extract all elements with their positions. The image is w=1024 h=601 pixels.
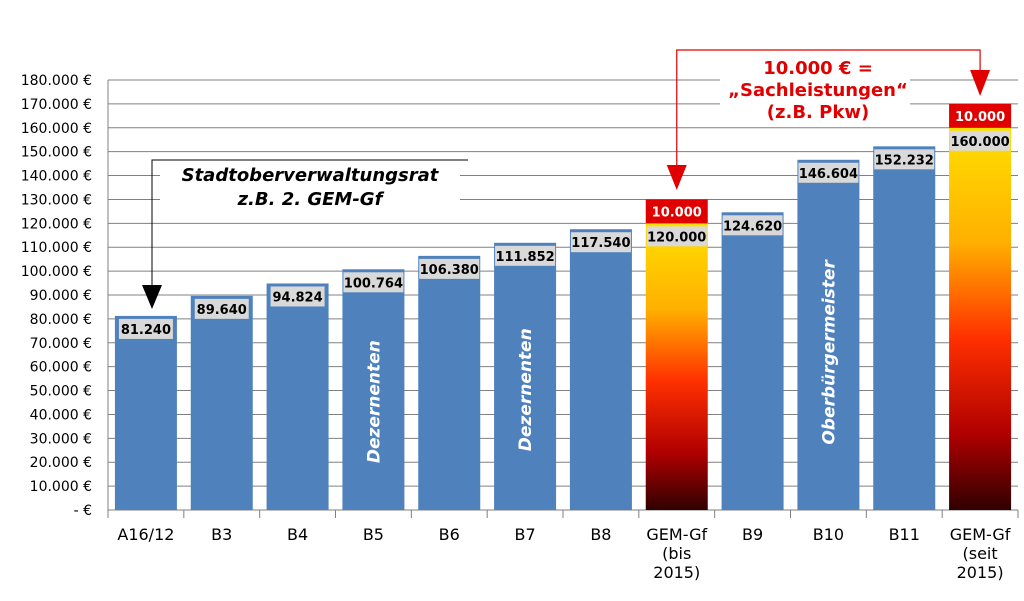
value-label: 111.852	[495, 250, 554, 265]
bar	[797, 159, 860, 510]
y-tick-label: 60.000 €	[30, 360, 92, 376]
y-tick-label: 170.000 €	[21, 97, 92, 113]
category-label: B6	[439, 525, 460, 544]
category-label: B11	[889, 525, 920, 544]
value-label: 120.000	[647, 230, 706, 245]
value-label-box	[343, 272, 404, 293]
bar	[190, 295, 253, 510]
y-tick-label: 80.000 €	[30, 312, 92, 328]
annotation-black-line1: Stadtoberverwaltungsrat	[182, 165, 440, 186]
value-label-box	[419, 258, 480, 279]
value-label-box	[722, 215, 783, 236]
bar	[342, 269, 405, 510]
y-tick-label: 100.000 €	[21, 264, 92, 280]
y-tick-label: 70.000 €	[30, 336, 92, 352]
category-label: A16/12	[117, 525, 174, 544]
category-label: (bis	[662, 544, 691, 563]
annotations: Stadtoberverwaltungsrat z.B. 2. GEM-Gf 10.…	[142, 49, 991, 309]
value-label: 94.824	[272, 290, 322, 305]
y-tick-label: 90.000 €	[30, 288, 92, 304]
bar-sachleistungen	[949, 103, 1012, 128]
annotation-red-line	[676, 49, 981, 170]
value-label-box	[646, 226, 707, 247]
bar	[418, 255, 481, 510]
bar	[494, 242, 557, 510]
category-label: 2015)	[653, 563, 700, 582]
category-label: B5	[363, 525, 384, 544]
annotation-red-line3: (z.B. Pkw)	[767, 102, 869, 123]
annotation-black-bg	[160, 160, 460, 212]
category-label: B10	[813, 525, 844, 544]
value-label: 117.540	[571, 236, 630, 251]
value-label-box	[118, 318, 173, 339]
category-label: B9	[742, 525, 763, 544]
value-label-box	[950, 130, 1011, 151]
bar	[873, 146, 936, 511]
grid-lines	[107, 79, 1019, 518]
category-label: GEM-Gf	[950, 525, 1011, 544]
y-tick-label: 160.000 €	[21, 121, 92, 137]
y-tick-label: 20.000 €	[30, 455, 92, 471]
value-label-box	[270, 286, 325, 307]
value-labels: 81.240 89.640 94.824 100.764 106.380 111.852 1…	[118, 110, 1011, 339]
y-tick-label: 180.000 €	[21, 73, 92, 89]
annotation-black-arrowhead	[142, 285, 162, 309]
value-label: 89.640	[197, 303, 247, 318]
annotation-red-arrowhead-right	[970, 70, 991, 96]
value-label: 152.232	[875, 153, 934, 168]
y-tick-label: 120.000 €	[21, 216, 92, 232]
annotation-red-bg	[720, 56, 910, 124]
category-label: B3	[211, 525, 232, 544]
category-label: B8	[590, 525, 611, 544]
bar	[266, 283, 329, 510]
category-label: B4	[287, 525, 308, 544]
y-tick-label: 150.000 €	[21, 145, 92, 161]
y-tick-label: 110.000 €	[21, 240, 92, 256]
y-axis-tick-labels: - € 10.000 € 20.000 € 30.000 € 40.000 € 50.00…	[21, 73, 92, 519]
y-tick-label: 40.000 €	[30, 407, 92, 423]
y-tick-label: 140.000 €	[21, 169, 92, 185]
y-tick-label: 130.000 €	[21, 192, 92, 208]
value-label: 106.380	[420, 263, 479, 278]
annotation-black-line2: z.B. 2. GEM-Gf	[237, 189, 385, 210]
category-label: (seit	[963, 544, 998, 563]
bar-sachleistungen	[645, 199, 708, 224]
value-label-box	[874, 149, 935, 170]
category-label: B7	[515, 525, 536, 544]
bar	[114, 315, 177, 510]
value-label: 160.000	[950, 135, 1009, 150]
y-tick-label: - €	[74, 503, 92, 519]
y-tick-label: 30.000 €	[30, 431, 92, 447]
bar-inner-label: Oberbürgermeister	[819, 259, 839, 445]
y-tick-label: 10.000 €	[30, 479, 92, 495]
annotation-black-line	[151, 159, 468, 290]
value-label-box	[194, 298, 249, 319]
extra-value-label: 10.000	[955, 110, 1005, 125]
value-label: 124.620	[723, 219, 782, 234]
value-label-box	[798, 162, 859, 183]
annotation-red-arrowhead-left	[666, 165, 687, 190]
annotation-red-line2: „Sachleistungen“	[728, 80, 908, 101]
bar-gem-gf	[645, 223, 708, 511]
bar	[569, 229, 632, 510]
value-label: 146.604	[799, 167, 858, 182]
y-tick-label: 50.000 €	[30, 384, 92, 400]
category-label: 2015)	[957, 563, 1004, 582]
bar-gem-gf	[949, 127, 1012, 511]
value-label-box	[570, 232, 631, 253]
bar-inner-label: Dezernenten	[516, 328, 536, 451]
bars: Dezernenten Dezernenten Oberbürgermeister	[114, 103, 1012, 511]
value-label-box	[495, 245, 556, 266]
value-label: 100.764	[344, 276, 403, 291]
bar-inner-label: Dezernenten	[364, 340, 384, 463]
annotation-red-line1: 10.000 € =	[763, 58, 873, 79]
extra-value-label: 10.000	[652, 205, 702, 220]
value-label: 81.240	[121, 323, 171, 338]
bar	[721, 212, 784, 510]
category-label: GEM-Gf	[646, 525, 707, 544]
